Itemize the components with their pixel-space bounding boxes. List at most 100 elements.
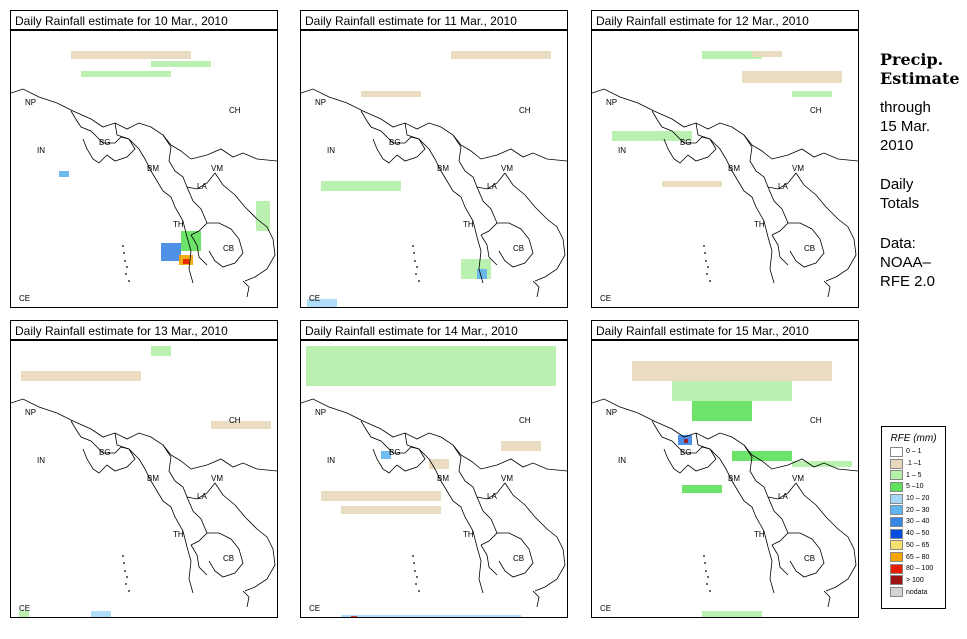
island-mark — [415, 583, 417, 585]
border-line — [476, 186, 498, 236]
island-mark — [416, 266, 418, 268]
border-line — [70, 110, 130, 144]
border-line — [743, 444, 797, 500]
country-label: VM — [792, 164, 804, 173]
country-label: CH — [229, 416, 241, 425]
country-label: NP — [315, 408, 326, 417]
country-label: CH — [810, 106, 822, 115]
country-label: IN — [327, 146, 335, 155]
country-label: BG — [389, 448, 401, 457]
border-line — [743, 134, 797, 190]
border-line — [709, 138, 775, 284]
island-mark — [124, 260, 126, 262]
country-label: IN — [327, 456, 335, 465]
rainfall-patch — [477, 269, 487, 279]
legend-swatch — [890, 552, 903, 563]
country-label: BM — [437, 474, 449, 483]
country-label: IN — [618, 146, 626, 155]
border-line — [70, 420, 130, 454]
rainfall-patch — [702, 611, 762, 617]
country-label: BM — [728, 474, 740, 483]
island-mark — [125, 583, 127, 585]
rainfall-patch — [59, 171, 69, 177]
country-label: CH — [519, 416, 531, 425]
border-line — [788, 532, 825, 578]
border-line — [532, 590, 540, 608]
border-line — [497, 222, 534, 268]
country-label: LA — [487, 182, 497, 191]
map-area: NP CH IN BG BM VM LA TH CB CE — [300, 340, 568, 618]
border-line — [214, 172, 276, 282]
border-line — [301, 398, 567, 472]
rainfall-patch — [361, 91, 421, 97]
island-mark — [709, 590, 711, 592]
country-label: CE — [19, 604, 30, 613]
border-line — [418, 448, 484, 594]
rainfall-patch — [321, 181, 401, 191]
panel-title: Daily Rainfall estimate for 10 Mar., 201… — [10, 10, 278, 30]
border-line — [11, 88, 277, 162]
rainfall-patch — [684, 439, 688, 443]
country-label: LA — [197, 492, 207, 501]
border-line — [360, 110, 420, 144]
border-line — [242, 590, 250, 608]
rainfall-patch — [151, 61, 211, 67]
rainfall-patch — [341, 615, 521, 617]
island-mark — [413, 252, 415, 254]
border-line — [504, 482, 566, 592]
legend-swatch — [890, 458, 903, 469]
rainfall-patch — [752, 51, 782, 57]
island-mark — [125, 273, 127, 275]
rainfall-patch — [161, 243, 181, 261]
legend-item: > 100 — [882, 575, 945, 587]
border-line — [162, 444, 216, 500]
island-mark — [126, 576, 128, 578]
border-line — [82, 432, 136, 474]
border-line — [418, 138, 484, 284]
country-label: BM — [437, 164, 449, 173]
rainfall-patch — [501, 441, 541, 451]
basemap-svg: NP CH IN BG BM VM LA TH CB CE — [592, 51, 858, 303]
legend-label: 1 – 5 — [906, 471, 922, 479]
border-line — [480, 544, 498, 576]
border-line — [11, 398, 277, 472]
rainfall-patch — [306, 346, 556, 386]
border-line — [190, 234, 208, 266]
legend-label: 50 – 65 — [906, 541, 930, 549]
country-label: BM — [147, 474, 159, 483]
map-panel-12-mar: Daily Rainfall estimate for 12 Mar., 201… — [591, 10, 859, 310]
border-line — [663, 432, 717, 474]
country-label: VM — [211, 164, 223, 173]
legend-item: 0 – 1 — [882, 446, 945, 458]
border-line — [207, 222, 244, 268]
country-label: BG — [680, 448, 692, 457]
border-line — [795, 172, 857, 282]
rainfall-patch — [91, 611, 111, 617]
border-line — [592, 398, 858, 472]
legend-label: 80 – 100 — [906, 565, 934, 573]
country-label: NP — [25, 98, 36, 107]
map-panel-10-mar: Daily Rainfall estimate for 10 Mar., 201… — [10, 10, 278, 310]
panel-title: Daily Rainfall estimate for 14 Mar., 201… — [300, 320, 568, 340]
rainfall-patch — [682, 485, 722, 493]
rainfall-patch — [151, 346, 171, 356]
country-label: NP — [606, 98, 617, 107]
legend-item: 1 – 5 — [882, 469, 945, 481]
rainfall-patch — [181, 231, 201, 251]
legend-item: 80 – 100 — [882, 563, 945, 575]
map-panel-14-mar: Daily Rainfall estimate for 14 Mar., 201… — [300, 320, 568, 620]
border-line — [360, 420, 420, 454]
border-line — [372, 122, 426, 164]
island-mark — [703, 245, 705, 247]
precip-estimate-heading: Precip. Estimate — [880, 50, 960, 88]
border-line — [795, 482, 857, 592]
legend-item: 65 – 80 — [882, 551, 945, 563]
country-label: CB — [513, 244, 524, 253]
island-mark — [414, 260, 416, 262]
country-label: CB — [223, 554, 234, 563]
daily-totals-text: Daily Totals — [880, 176, 920, 212]
island-mark — [413, 562, 415, 564]
country-label: LA — [487, 492, 497, 501]
legend-swatch — [890, 587, 903, 598]
country-label: CE — [309, 294, 320, 303]
